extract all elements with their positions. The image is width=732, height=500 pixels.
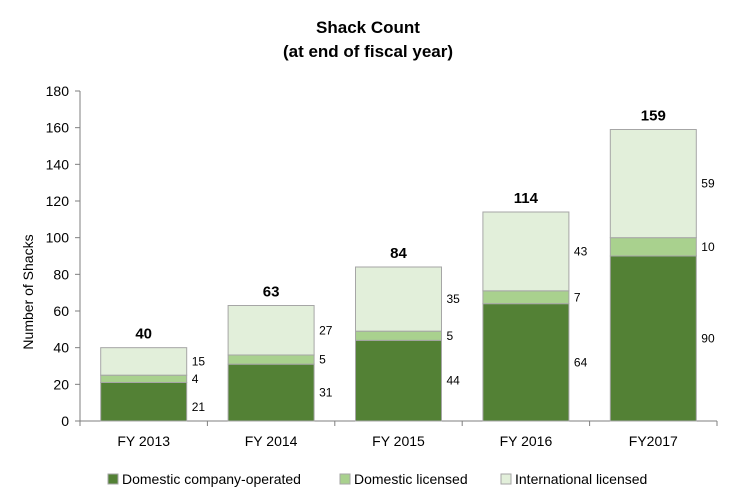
y-tick-label: 60 [53, 303, 69, 319]
legend: Domestic company-operated Domestic licens… [107, 471, 647, 487]
data-label: 15 [192, 354, 206, 368]
total-label: 159 [641, 108, 666, 125]
legend-swatch [107, 473, 119, 485]
y-tick-label: 40 [53, 340, 69, 356]
x-tick-label: FY 2013 [117, 433, 170, 449]
y-tick-label: 120 [46, 193, 70, 209]
data-label: 31 [319, 386, 333, 400]
legend-swatch [339, 473, 351, 485]
bar-segment [609, 237, 697, 257]
bar-segment [227, 305, 315, 356]
chart-title: Shack Count [316, 18, 420, 37]
data-label: 59 [701, 177, 715, 191]
y-tick-label: 160 [46, 120, 70, 136]
data-label: 27 [319, 323, 333, 337]
data-label: 5 [319, 353, 326, 367]
data-label: 21 [192, 400, 206, 414]
bar-segment [355, 339, 442, 422]
total-label: 63 [263, 284, 280, 301]
data-label: 35 [447, 292, 461, 306]
y-tick-label: 0 [61, 413, 69, 429]
x-tick-label: FY 2015 [372, 433, 425, 449]
data-label: 10 [701, 240, 715, 254]
legend-label: Domestic company-operated [122, 471, 301, 487]
y-tick-label: 100 [46, 230, 70, 246]
data-label: 90 [701, 332, 715, 346]
bar-segment [100, 347, 188, 376]
x-tick-label: FY 2016 [500, 433, 553, 449]
data-label: 7 [574, 290, 581, 304]
y-tick-label: 80 [53, 266, 69, 282]
bar-segment [100, 374, 188, 383]
total-label: 40 [135, 326, 152, 343]
bar-segment [609, 129, 697, 239]
data-label: 4 [192, 372, 199, 386]
bar-segment [227, 363, 315, 422]
bar-segment [482, 303, 570, 422]
y-tick-label: 180 [46, 83, 70, 99]
data-label: 64 [574, 355, 588, 369]
bar-segment [482, 290, 570, 305]
legend-label: Domestic licensed [354, 471, 468, 487]
bar-segment [100, 382, 188, 422]
bar-segment [355, 266, 442, 332]
data-label: 43 [574, 244, 588, 258]
total-label: 84 [390, 245, 407, 262]
bar-segment [609, 255, 697, 422]
legend-swatch [500, 473, 512, 485]
data-label: 5 [447, 329, 454, 343]
y-tick-label: 140 [46, 156, 70, 172]
bar-segment [227, 354, 315, 365]
data-label: 44 [447, 374, 461, 388]
y-tick-label: 20 [53, 376, 69, 392]
bar-segment [482, 211, 570, 292]
y-axis-label: Number of Shacks [20, 234, 36, 349]
bar-segment [355, 330, 442, 341]
plot-area: 0 20 40 60 80 100 120 140 160 180 21 4 15 40 FY 2013 31… [46, 83, 718, 449]
x-tick-label: FY2017 [629, 433, 678, 449]
x-tick-label: FY 2014 [245, 433, 298, 449]
chart-subtitle: (at end of fiscal year) [283, 42, 453, 61]
legend-label: International licensed [515, 471, 647, 487]
total-label: 114 [514, 190, 539, 207]
